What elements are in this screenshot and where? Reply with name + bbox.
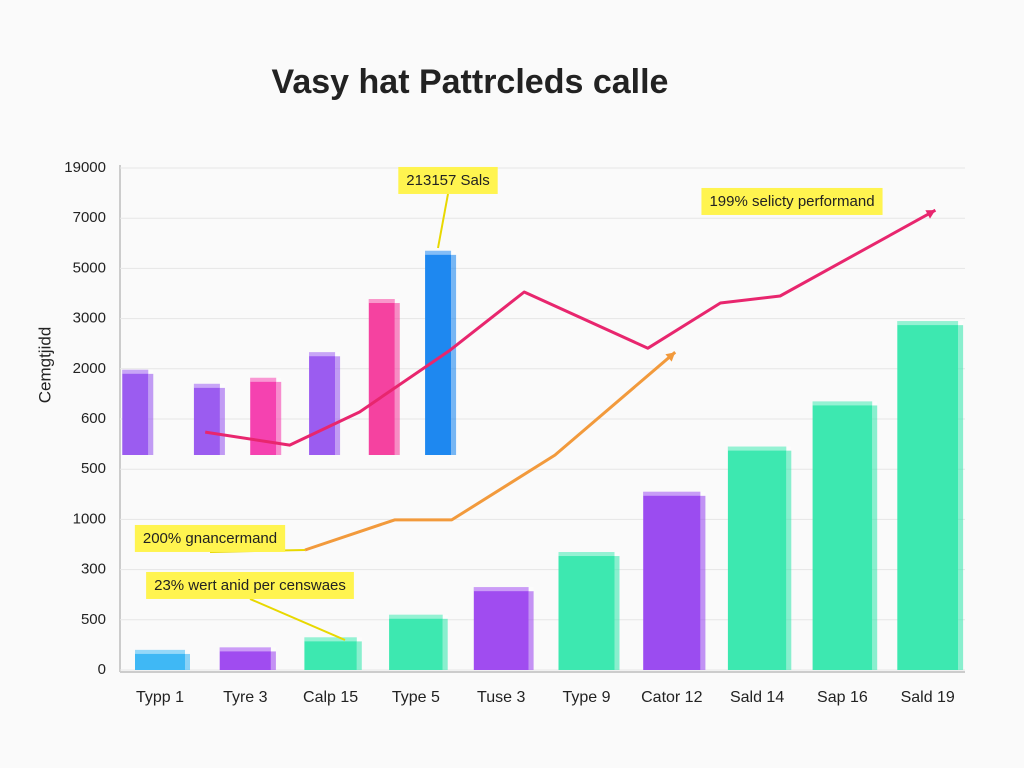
- bar: [122, 369, 149, 455]
- bar-side: [786, 450, 792, 670]
- x-tick-label: Typp 1: [136, 689, 184, 706]
- bar-side: [394, 303, 400, 455]
- bar-top: [897, 321, 964, 326]
- bar-top: [727, 446, 792, 451]
- line-series: [204, 208, 937, 447]
- annotation-leader: [249, 598, 346, 641]
- bar: [193, 383, 220, 455]
- bar: [727, 446, 787, 670]
- bar: [219, 647, 271, 670]
- y-tick-label: 2000: [73, 360, 106, 377]
- arrow-head: [925, 210, 936, 219]
- bar-top: [304, 637, 362, 642]
- bar: [304, 637, 357, 670]
- bar-top: [250, 377, 282, 382]
- bar-side: [335, 356, 341, 455]
- x-tick-label: Type 9: [562, 689, 610, 706]
- annotation-box: [701, 187, 883, 215]
- bar-side: [356, 641, 362, 670]
- x-tick-label: Tuse 3: [477, 689, 525, 706]
- bar-top: [558, 552, 620, 557]
- bar: [368, 299, 395, 455]
- bar-top: [368, 299, 400, 304]
- annotation-box: [134, 524, 286, 552]
- y-tick-label: 500: [81, 611, 106, 628]
- arrow-head: [665, 352, 676, 362]
- x-tick-label: Type 5: [392, 689, 440, 706]
- bar-side: [872, 405, 878, 670]
- bar: [309, 352, 336, 455]
- bar-side: [958, 325, 964, 670]
- bar-top: [643, 491, 706, 496]
- bar-top: [135, 649, 190, 654]
- y-tick-label: 3000: [73, 310, 106, 327]
- annotation-box: [398, 166, 498, 194]
- line-series: [304, 351, 677, 552]
- x-tick-label: Sald 19: [901, 689, 955, 706]
- y-axis-label: Cemgtjidd: [35, 327, 54, 404]
- bar-side: [614, 556, 620, 670]
- y-tick-label: 1000: [73, 510, 106, 527]
- annotation: 23% wert anid per censwaes: [154, 577, 346, 594]
- y-tick-label: 7000: [73, 209, 106, 226]
- y-tick-label: 300: [81, 561, 106, 578]
- bar: [135, 649, 185, 670]
- bar-side: [276, 381, 282, 455]
- bar-side: [700, 495, 706, 670]
- bar-side: [451, 254, 457, 455]
- bar-top: [122, 369, 154, 374]
- bar-top: [389, 614, 448, 619]
- x-tick-label: Cator 12: [641, 689, 702, 706]
- bar-top: [473, 587, 534, 592]
- y-tick-label: 600: [81, 410, 106, 427]
- bar: [812, 401, 873, 670]
- bar: [897, 321, 959, 670]
- annotation-box: [146, 571, 354, 599]
- bar-side: [219, 387, 225, 455]
- annotation: 199% selicty performand: [709, 193, 874, 210]
- x-tick-label: Calp 15: [303, 689, 358, 706]
- x-tick-label: Sald 14: [730, 689, 784, 706]
- bar-top: [425, 250, 457, 255]
- annotation: 200% gnancermand: [143, 530, 277, 547]
- y-tick-label: 500: [81, 460, 106, 477]
- bar-top: [812, 401, 878, 406]
- bar: [643, 491, 701, 670]
- x-tick-label: Sap 16: [817, 689, 868, 706]
- bar-top: [193, 383, 225, 388]
- bar-side: [442, 618, 448, 670]
- annotation-leader: [437, 193, 449, 249]
- bar-side: [185, 653, 190, 670]
- y-tick-label: 19000: [64, 159, 106, 176]
- bar-top: [309, 352, 341, 357]
- chart-title: Vasy hat Pattrcleds calle: [272, 63, 669, 101]
- bar-side: [270, 651, 276, 670]
- y-tick-label: 0: [98, 661, 106, 678]
- x-tick-label: Tyre 3: [223, 689, 268, 706]
- annotation: 213157 Sals: [406, 172, 489, 189]
- bar-side: [528, 591, 534, 670]
- bar: [389, 614, 443, 670]
- bar: [473, 587, 529, 670]
- y-tick-label: 5000: [73, 259, 106, 276]
- bar-side: [148, 373, 154, 455]
- bar: [558, 552, 615, 670]
- bar-top: [219, 647, 276, 652]
